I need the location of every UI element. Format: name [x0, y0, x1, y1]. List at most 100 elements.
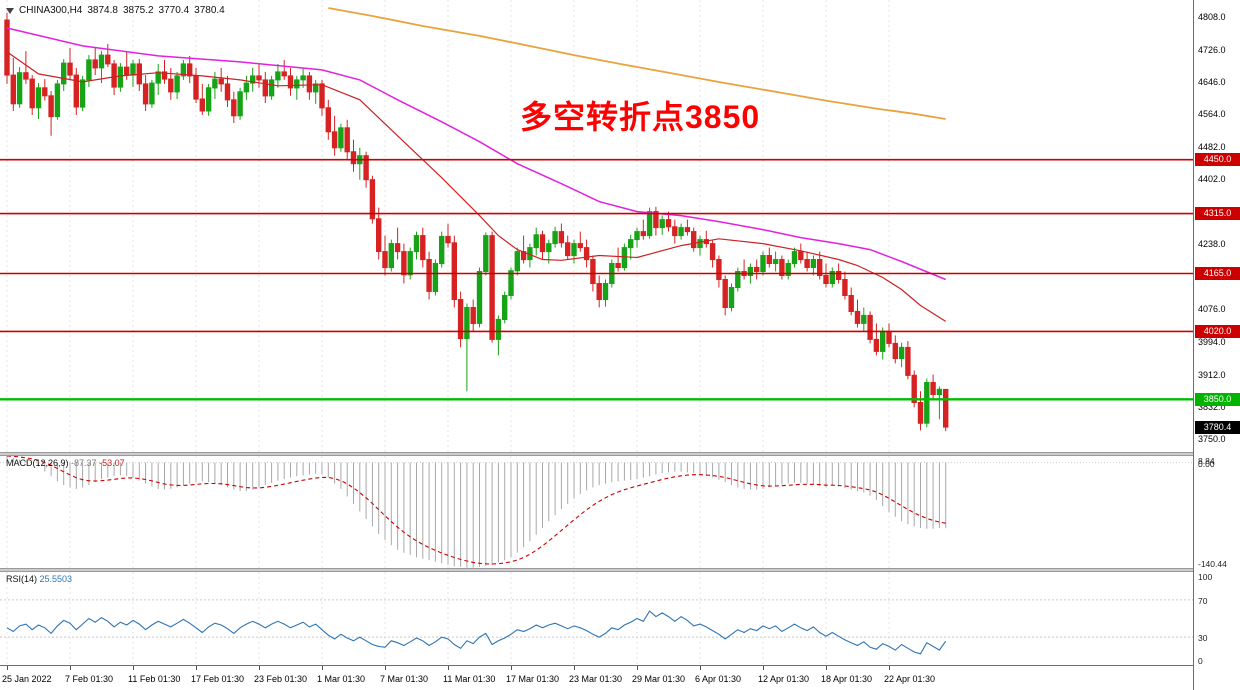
time-tick-label: 29 Mar 01:30	[632, 674, 686, 684]
time-tick	[259, 666, 260, 670]
candle-body	[596, 283, 602, 300]
time-tick-label: 17 Mar 01:30	[506, 674, 560, 684]
rsi-panel-canvas[interactable]	[0, 572, 1193, 665]
candle-body	[697, 239, 703, 249]
candle-body	[130, 63, 136, 76]
time-tick-label: 23 Mar 01:30	[569, 674, 623, 684]
candle-body	[394, 243, 401, 253]
time-tick-label: 7 Mar 01:30	[380, 674, 429, 684]
chart-title-close: 3780.4	[194, 5, 225, 16]
price-level-badge[interactable]: 3850.0	[1195, 392, 1240, 406]
time-tick	[700, 666, 701, 670]
candle-body	[823, 275, 829, 284]
candle-body	[92, 59, 98, 69]
candle-body	[848, 295, 854, 312]
price-level-badge[interactable]: 4315.0	[1195, 207, 1240, 221]
macd-axis-label: -140.44	[1198, 559, 1227, 569]
rsi-axis-label: 0	[1198, 656, 1203, 666]
candle-body	[886, 330, 892, 344]
price-level-badge[interactable]: 4450.0	[1195, 153, 1240, 167]
price-tick-label: 4238.0	[1198, 239, 1226, 250]
candle-body	[665, 219, 672, 228]
candle-body	[798, 251, 804, 261]
main-chart-canvas[interactable]	[0, 0, 1193, 452]
candle-body	[716, 259, 722, 280]
time-axis[interactable]: 25 Jan 2022 7 Feb 01:30 11 Feb 01:30 17 Feb…	[0, 665, 1193, 690]
panel-divider[interactable]	[0, 452, 1193, 456]
candle-body	[262, 79, 269, 97]
candle-body	[684, 227, 691, 233]
candle-body	[331, 131, 338, 149]
time-tick	[574, 666, 575, 670]
candle-body	[231, 99, 237, 117]
price-axis[interactable]: 4808.04726.04646.04564.04482.04402.04320…	[1193, 0, 1240, 690]
candle-body	[124, 66, 130, 76]
candle-body	[508, 270, 514, 297]
chart-title-low: 3770.4	[158, 5, 190, 16]
candle-body	[659, 219, 665, 229]
candle-body	[382, 251, 388, 269]
candle-body	[268, 79, 275, 97]
price-tick-label: 4646.0	[1198, 76, 1226, 87]
candle-body	[571, 243, 577, 257]
candle-body	[829, 271, 835, 284]
candle-body	[401, 251, 407, 276]
candle-body	[98, 54, 105, 69]
time-tick	[196, 666, 197, 670]
candle-body	[678, 227, 684, 237]
price-tick-label: 4726.0	[1198, 44, 1226, 55]
time-tick-label: 18 Apr 01:30	[821, 674, 873, 684]
ma-slow-orange	[328, 7, 946, 120]
candle-body	[867, 314, 873, 340]
candle-body	[936, 388, 943, 395]
candle-body	[565, 242, 571, 257]
time-tick	[637, 666, 638, 670]
price-tick-label: 4482.0	[1198, 141, 1226, 152]
candle-body	[275, 71, 281, 81]
candle-body	[205, 87, 212, 112]
candle-body	[218, 78, 224, 85]
candle-body	[48, 95, 54, 118]
rsi-line	[6, 610, 947, 655]
candle-body	[590, 259, 596, 284]
candle-body	[111, 63, 117, 88]
candle-body	[237, 91, 243, 117]
candle-body	[432, 263, 439, 292]
macd-panel-canvas[interactable]	[0, 456, 1193, 568]
candle-body	[168, 78, 174, 93]
candle-body	[539, 234, 546, 253]
candle-body	[149, 82, 155, 105]
candle-body	[180, 63, 187, 77]
candle-body	[861, 314, 867, 324]
candle-body	[281, 71, 287, 77]
time-tick	[763, 666, 764, 670]
time-tick	[448, 666, 449, 670]
price-level-badge[interactable]: 3780.4	[1195, 420, 1240, 434]
chart-title-high: 3875.2	[122, 5, 154, 16]
price-level-badge[interactable]: 4020.0	[1195, 324, 1240, 338]
price-tick-label: 3994.0	[1198, 336, 1226, 347]
candle-body	[105, 54, 111, 65]
candle-body	[16, 72, 23, 105]
time-tick-label: 6 Apr 01:30	[695, 674, 742, 684]
candle-body	[199, 98, 206, 112]
symbol-dropdown-icon[interactable]	[6, 7, 14, 14]
candle-body	[79, 79, 86, 108]
candle-body	[911, 374, 917, 403]
candle-body	[325, 107, 332, 133]
candle-body	[35, 87, 42, 109]
time-tick	[826, 666, 827, 670]
chart-title-open: 3874.8	[87, 5, 118, 16]
panel-divider[interactable]	[0, 568, 1193, 572]
macd-label-name: MACD(12,26,9)	[6, 458, 69, 468]
price-level-badge[interactable]: 4165.0	[1195, 267, 1240, 280]
candle-body	[212, 78, 218, 89]
macd-value-main: -87.37	[71, 458, 97, 468]
candle-body	[61, 62, 67, 85]
candle-body	[583, 247, 590, 261]
candle-body	[640, 231, 646, 237]
candle-body	[369, 179, 376, 220]
candle-body	[294, 79, 300, 89]
time-tick	[70, 666, 71, 670]
